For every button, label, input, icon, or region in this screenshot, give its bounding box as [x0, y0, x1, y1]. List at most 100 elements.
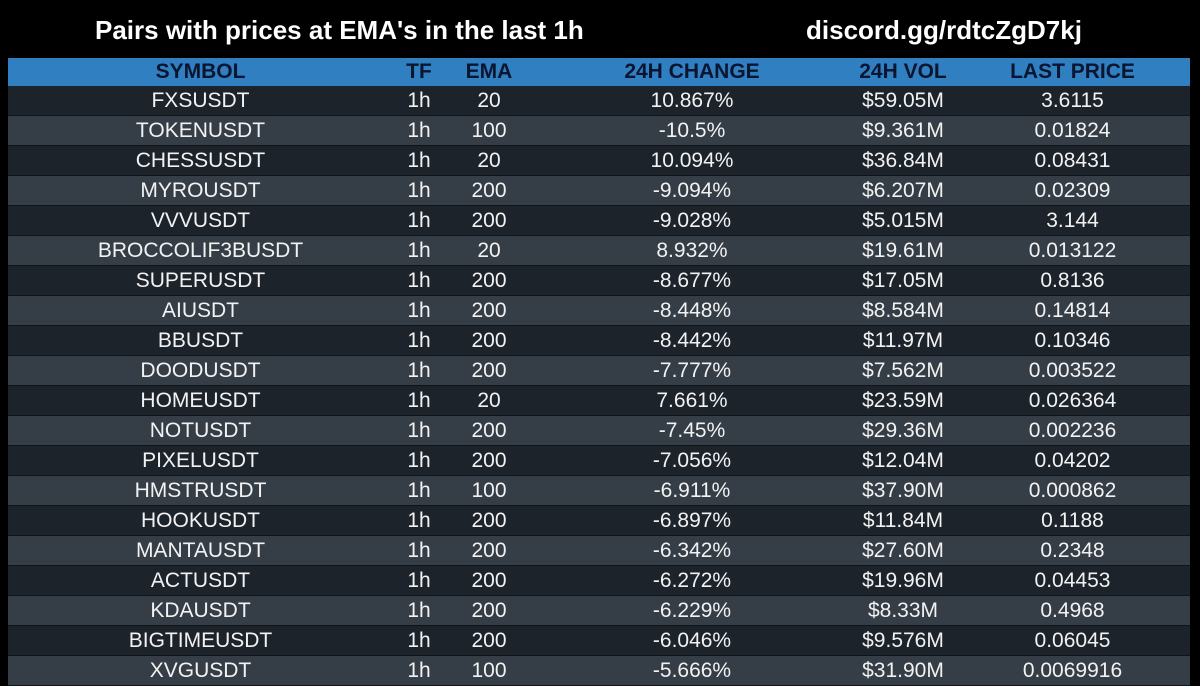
volume-cell: $36.84M [851, 145, 955, 176]
tf-cell: 1h [393, 415, 445, 446]
symbol-cell: VVVUSDT [8, 205, 393, 236]
price-cell: 0.14814 [955, 295, 1190, 326]
symbol-cell: BROCCOLIF3BUSDT [8, 235, 393, 266]
table-row: HOOKUSDT 1h 200 -6.897% $11.84M 0.1188 [8, 505, 1190, 536]
ema-cell: 200 [445, 265, 533, 296]
symbol-cell: MYROUSDT [8, 175, 393, 206]
symbol-cell: HOOKUSDT [8, 505, 393, 536]
price-cell: 0.10346 [955, 325, 1190, 356]
table-row: ACTUSDT 1h 200 -6.272% $19.96M 0.04453 [8, 565, 1190, 596]
volume-cell: $8.33M [851, 595, 955, 626]
table-header-row: SYMBOL TF EMA 24H CHANGE 24H VOL LAST PR… [8, 58, 1190, 86]
ema-cell: 200 [445, 595, 533, 626]
ema-cell: 200 [445, 415, 533, 446]
table-row: CHESSUSDT 1h 20 10.094% $36.84M 0.08431 [8, 145, 1190, 176]
change-cell: -7.45% [533, 415, 851, 446]
symbol-cell: DOODUSDT [8, 355, 393, 386]
volume-cell: $17.05M [851, 265, 955, 296]
volume-cell: $29.36M [851, 415, 955, 446]
symbol-cell: CHESSUSDT [8, 145, 393, 176]
tf-cell: 1h [393, 475, 445, 506]
table-row: MYROUSDT 1h 200 -9.094% $6.207M 0.02309 [8, 175, 1190, 206]
price-cell: 0.1188 [955, 505, 1190, 536]
volume-cell: $27.60M [851, 535, 955, 566]
symbol-cell: KDAUSDT [8, 595, 393, 626]
ema-cell: 200 [445, 325, 533, 356]
table-row: KDAUSDT 1h 200 -6.229% $8.33M 0.4968 [8, 595, 1190, 626]
change-cell: -9.028% [533, 205, 851, 236]
change-cell: -7.056% [533, 445, 851, 476]
symbol-cell: HOMEUSDT [8, 385, 393, 416]
volume-cell: $59.05M [851, 86, 955, 116]
ema-cell: 200 [445, 175, 533, 206]
change-cell: -8.677% [533, 265, 851, 296]
symbol-cell: BBUSDT [8, 325, 393, 356]
table-row: PIXELUSDT 1h 200 -7.056% $12.04M 0.04202 [8, 445, 1190, 476]
volume-cell: $8.584M [851, 295, 955, 326]
change-cell: -6.342% [533, 535, 851, 566]
ema-cell: 100 [445, 115, 533, 146]
volume-cell: $7.562M [851, 355, 955, 386]
price-cell: 0.4968 [955, 595, 1190, 626]
price-cell: 3.6115 [955, 86, 1190, 116]
symbol-cell: AIUSDT [8, 295, 393, 326]
page-header: Pairs with prices at EMA's in the last 1… [0, 0, 1200, 58]
change-cell: -6.911% [533, 475, 851, 506]
tf-cell: 1h [393, 445, 445, 476]
discord-link[interactable]: discord.gg/rdtcZgD7kj [806, 15, 1082, 45]
change-cell: 8.932% [533, 235, 851, 266]
change-cell: -6.046% [533, 625, 851, 656]
tf-cell: 1h [393, 265, 445, 296]
table-row: TOKENUSDT 1h 100 -10.5% $9.361M 0.01824 [8, 115, 1190, 146]
ema-cell: 200 [445, 445, 533, 476]
volume-cell: $23.59M [851, 385, 955, 416]
tf-cell: 1h [393, 535, 445, 566]
price-cell: 0.0069916 [955, 655, 1190, 686]
volume-cell: $5.015M [851, 205, 955, 236]
change-cell: 7.661% [533, 385, 851, 416]
change-cell: -6.229% [533, 595, 851, 626]
table-row: NOTUSDT 1h 200 -7.45% $29.36M 0.002236 [8, 415, 1190, 446]
change-cell: -7.777% [533, 355, 851, 386]
table-row: HOMEUSDT 1h 20 7.661% $23.59M 0.026364 [8, 385, 1190, 416]
tf-cell: 1h [393, 235, 445, 266]
tf-cell: 1h [393, 505, 445, 536]
ema-cell: 20 [445, 145, 533, 176]
tf-cell: 1h [393, 625, 445, 656]
price-cell: 0.8136 [955, 265, 1190, 296]
price-cell: 0.000862 [955, 475, 1190, 506]
price-cell: 0.04202 [955, 445, 1190, 476]
table-row: SUPERUSDT 1h 200 -8.677% $17.05M 0.8136 [8, 265, 1190, 296]
tf-cell: 1h [393, 325, 445, 356]
change-cell: -6.897% [533, 505, 851, 536]
change-cell: -8.442% [533, 325, 851, 356]
change-cell: 10.867% [533, 86, 851, 116]
ema-cell: 200 [445, 205, 533, 236]
table-row: BIGTIMEUSDT 1h 200 -6.046% $9.576M 0.06045 [8, 625, 1190, 656]
volume-cell: $12.04M [851, 445, 955, 476]
symbol-cell: ACTUSDT [8, 565, 393, 596]
column-header-ema: EMA [465, 60, 513, 83]
pairs-table: SYMBOL TF EMA 24H CHANGE 24H VOL LAST PR… [8, 58, 1190, 686]
symbol-cell: BIGTIMEUSDT [8, 625, 393, 656]
tf-cell: 1h [393, 565, 445, 596]
price-cell: 0.04453 [955, 565, 1190, 596]
price-cell: 0.013122 [955, 235, 1190, 266]
ema-cell: 200 [445, 355, 533, 386]
column-header-24h-change: 24H CHANGE [624, 60, 760, 83]
table-row: FXSUSDT 1h 20 10.867% $59.05M 3.6115 [8, 86, 1190, 116]
column-header-tf: TF [406, 60, 432, 83]
symbol-cell: NOTUSDT [8, 415, 393, 446]
price-cell: 3.144 [955, 205, 1190, 236]
symbol-cell: PIXELUSDT [8, 445, 393, 476]
column-header-24h-vol: 24H VOL [859, 60, 947, 83]
ema-cell: 100 [445, 475, 533, 506]
tf-cell: 1h [393, 115, 445, 146]
ema-cell: 100 [445, 655, 533, 686]
tf-cell: 1h [393, 655, 445, 686]
symbol-cell: HMSTRUSDT [8, 475, 393, 506]
ema-cell: 200 [445, 625, 533, 656]
volume-cell: $19.61M [851, 235, 955, 266]
price-cell: 0.06045 [955, 625, 1190, 656]
price-cell: 0.02309 [955, 175, 1190, 206]
